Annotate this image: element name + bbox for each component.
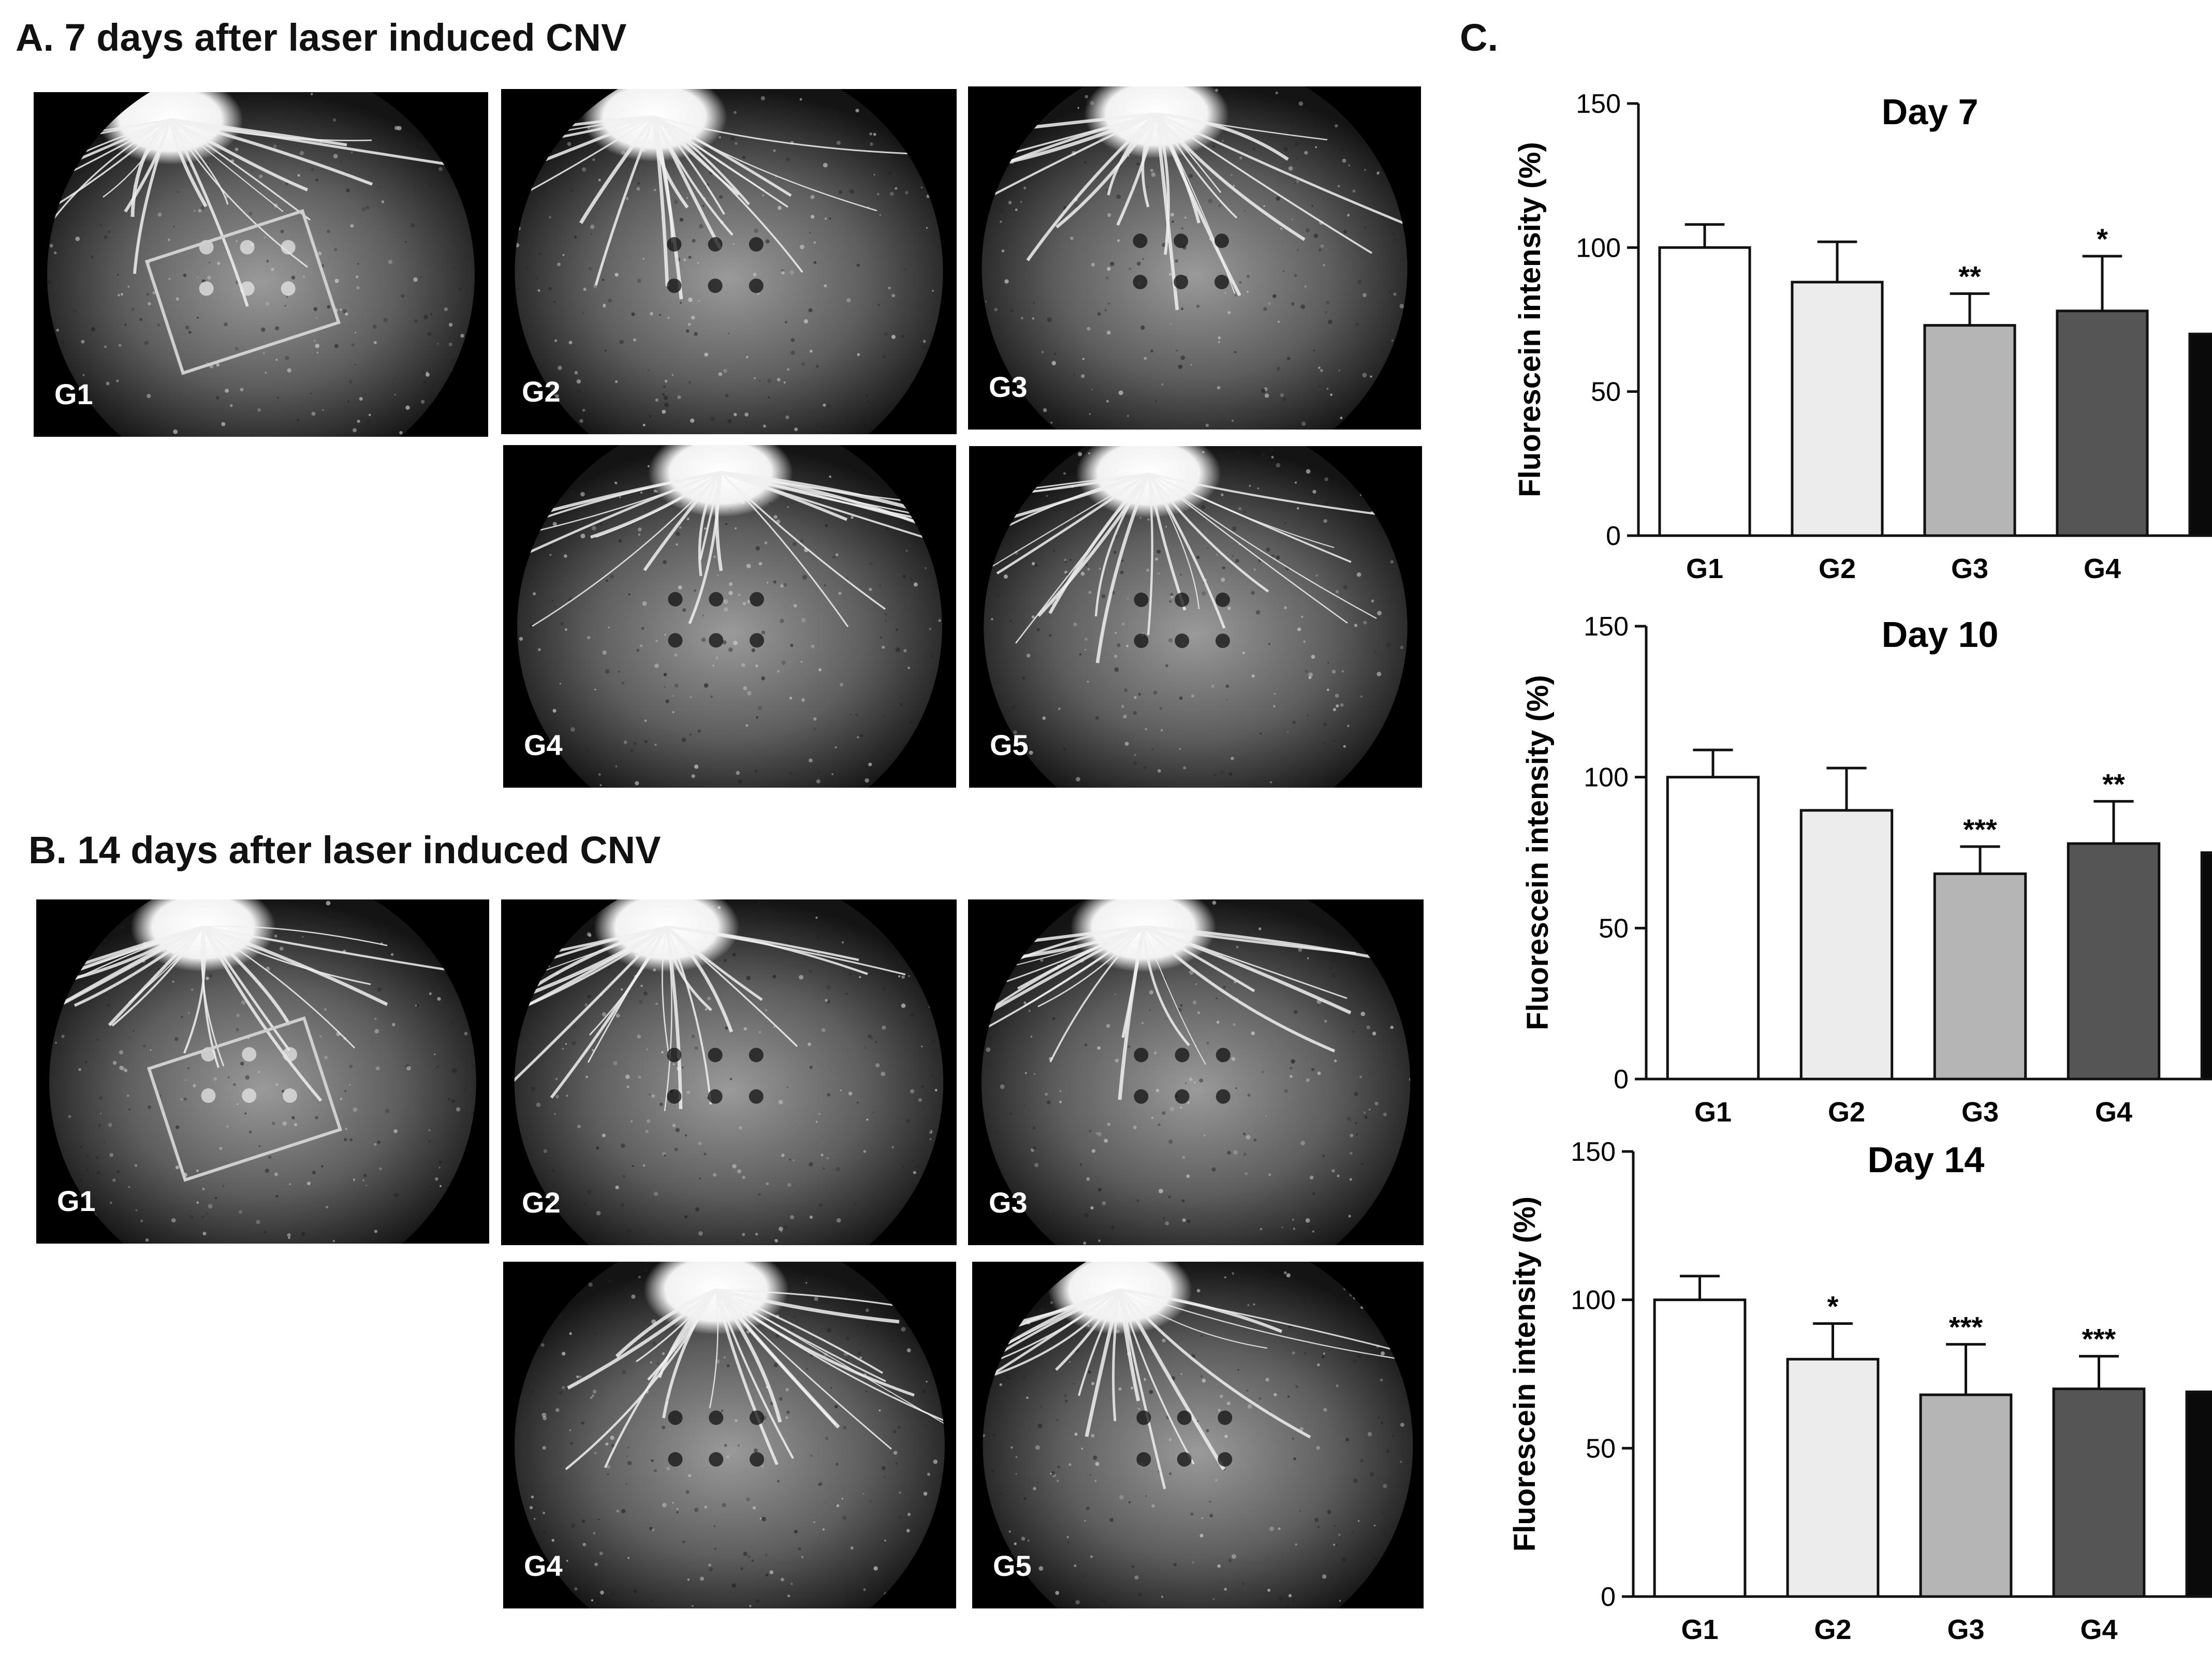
bar-g3 <box>1919 1393 2013 1598</box>
fundus-image-a-g4: G4 <box>503 445 956 788</box>
y-tick-label: 150 <box>1584 612 1629 642</box>
fundus-image-a-g2: G2 <box>501 89 957 434</box>
x-tick-label: G1 <box>1686 553 1723 584</box>
x-tick-label: G2 <box>1814 1614 1851 1645</box>
y-tick-label: 0 <box>1606 521 1621 551</box>
bar-g2 <box>1791 280 1884 537</box>
y-tick-label: 150 <box>1576 89 1621 119</box>
fundus-svg <box>514 899 944 1245</box>
chart-svg: 0 50 100 150 Fluorescein intensity (%) Day 10… <box>1521 612 2212 1128</box>
bar-chart-day-7: 0 50 100 150 Fluorescein intensity (%) Day 7 G… <box>1501 57 2212 608</box>
roi-box <box>147 1016 343 1182</box>
group-label: G2 <box>522 1186 561 1219</box>
bar-g4 <box>2056 309 2149 537</box>
significance-marker: ** <box>1958 260 1981 292</box>
group-label: G5 <box>993 1549 1032 1582</box>
y-tick-label: 50 <box>1599 913 1629 943</box>
x-tick-label: G1 <box>1694 1097 1732 1128</box>
panel-a-heading: 7 days after laser induced CNV <box>64 16 627 59</box>
chart-title: Day 14 <box>1868 1140 1985 1180</box>
bar-g4 <box>2052 1387 2146 1598</box>
panel-b-title: B. 14 days after laser induced CNV <box>28 828 661 872</box>
significance-marker: * <box>1827 1290 1839 1323</box>
significance-marker: *** <box>1949 1311 1983 1343</box>
y-tick-label: 50 <box>1591 377 1621 407</box>
fundus-image-a-g1: G1 <box>34 92 488 437</box>
y-axis-label: Fluorescein intensity (%) <box>1513 142 1547 497</box>
x-tick-label: G4 <box>2080 1614 2117 1645</box>
significance-marker: *** <box>2082 1323 2116 1355</box>
group-label: G1 <box>54 378 93 410</box>
y-tick-label: 0 <box>1601 1582 1616 1612</box>
bar-g2 <box>1799 809 1894 1081</box>
bar-chart-day-10: 0 50 100 150 Fluorescein intensity (%) Day 10… <box>1501 600 2212 1151</box>
fundus-svg <box>47 92 475 437</box>
panel-b-letter: B. <box>28 829 67 872</box>
bar-g3 <box>1923 324 2016 537</box>
y-axis-label: Fluorescein intensity (%) <box>1521 675 1555 1030</box>
group-label: G1 <box>57 1185 96 1217</box>
group-label: G4 <box>524 1549 563 1582</box>
roi-box <box>144 209 341 375</box>
panel-c-letter: C. <box>1460 16 1498 59</box>
panel-a-letter: A. <box>16 16 54 59</box>
bar-g4 <box>2067 842 2161 1081</box>
significance-marker: ** <box>2102 767 2125 800</box>
bar-g5 <box>2200 851 2212 1081</box>
bar-g2 <box>1786 1357 1880 1598</box>
bar-g5 <box>2185 1390 2212 1598</box>
bar-g5 <box>2188 332 2212 537</box>
fundus-image-b-g5: G5 <box>972 1262 1424 1608</box>
y-axis-label: Fluorescein intensity (%) <box>1508 1197 1542 1552</box>
y-tick-label: 100 <box>1584 763 1629 793</box>
x-tick-label: G2 <box>1828 1097 1865 1128</box>
fundus-image-a-g5: G5 <box>969 446 1422 788</box>
bar-g1 <box>1666 776 1760 1081</box>
bar-chart-day-14: 0 50 100 150 Fluorescein intensity (%) Day 14… <box>1501 1128 2212 1669</box>
bar-g3 <box>1933 872 2027 1081</box>
fundus-svg <box>984 446 1408 788</box>
fundus-image-a-g3: G3 <box>968 86 1421 430</box>
fundus-svg <box>983 1262 1413 1608</box>
significance-marker: *** <box>1963 813 1997 846</box>
fundus-svg <box>982 86 1408 430</box>
group-label: G4 <box>524 729 563 761</box>
group-label: G3 <box>989 1186 1028 1219</box>
fundus-svg <box>515 89 943 434</box>
x-tick-label: G3 <box>1947 1614 1984 1645</box>
bar-g1 <box>1658 246 1751 537</box>
fundus-image-b-g4: G4 <box>503 1262 956 1608</box>
y-tick-label: 100 <box>1571 1286 1616 1316</box>
y-tick-label: 150 <box>1571 1137 1616 1167</box>
fundus-image-b-g2: G2 <box>501 899 957 1245</box>
fundus-image-b-g3: G3 <box>968 899 1424 1245</box>
significance-marker: * <box>2097 223 2108 255</box>
y-tick-label: 50 <box>1586 1434 1616 1464</box>
y-tick-label: 100 <box>1576 233 1621 263</box>
group-label: G3 <box>989 371 1028 403</box>
chart-svg: 0 50 100 150 Fluorescein intensity (%) Day 7 G… <box>1513 89 2212 584</box>
fundus-svg <box>49 899 476 1244</box>
fundus-svg <box>517 445 942 788</box>
fundus-svg <box>981 899 1411 1245</box>
bar-g1 <box>1653 1298 1747 1598</box>
group-label: G5 <box>990 729 1029 761</box>
x-tick-label: G1 <box>1681 1614 1718 1645</box>
fundus-image-b-g1: G1 <box>36 899 489 1244</box>
chart-svg: 0 50 100 150 Fluorescein intensity (%) Day 14… <box>1508 1137 2212 1645</box>
group-label: G2 <box>522 375 561 408</box>
x-tick-label: G4 <box>2095 1097 2132 1128</box>
x-tick-label: G2 <box>1819 553 1856 584</box>
y-tick-label: 0 <box>1614 1065 1629 1095</box>
chart-title: Day 10 <box>1882 614 1999 655</box>
panel-b-heading: 14 days after laser induced CNV <box>77 829 661 872</box>
x-tick-label: G3 <box>1951 553 1988 584</box>
chart-title: Day 7 <box>1882 92 1979 132</box>
panel-a-title: A. 7 days after laser induced CNV <box>16 16 626 60</box>
x-tick-label: G3 <box>1961 1097 1999 1128</box>
fundus-svg <box>515 1262 945 1608</box>
x-tick-label: G4 <box>2084 553 2121 584</box>
